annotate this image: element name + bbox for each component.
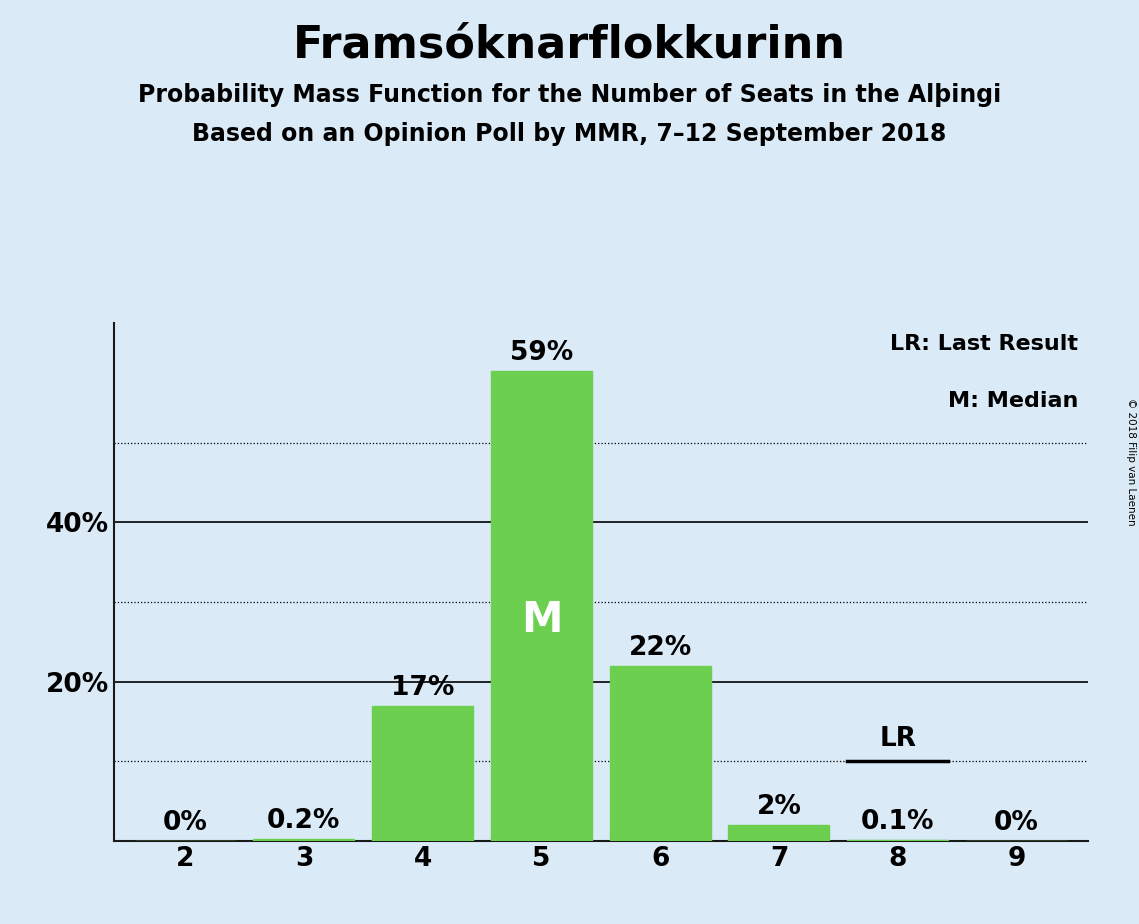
Text: 17%: 17% xyxy=(391,675,454,700)
Text: Probability Mass Function for the Number of Seats in the Alþingi: Probability Mass Function for the Number… xyxy=(138,83,1001,107)
Bar xyxy=(491,371,592,841)
Text: M: M xyxy=(521,599,563,641)
Text: 0.1%: 0.1% xyxy=(861,809,934,835)
Text: LR: LR xyxy=(879,725,916,752)
Text: Framsóknarflokkurinn: Framsóknarflokkurinn xyxy=(293,23,846,67)
Text: 0%: 0% xyxy=(163,810,207,836)
Text: 59%: 59% xyxy=(510,340,573,367)
Text: 0%: 0% xyxy=(994,810,1039,836)
Bar xyxy=(254,839,354,841)
Bar xyxy=(372,706,473,841)
Text: 22%: 22% xyxy=(629,635,691,661)
Text: 0.2%: 0.2% xyxy=(268,808,341,834)
Bar xyxy=(609,665,711,841)
Text: 2%: 2% xyxy=(756,794,802,821)
Text: © 2018 Filip van Laenen: © 2018 Filip van Laenen xyxy=(1126,398,1136,526)
Bar xyxy=(729,825,829,841)
Text: LR: Last Result: LR: Last Result xyxy=(890,334,1077,354)
Text: Based on an Opinion Poll by MMR, 7–12 September 2018: Based on an Opinion Poll by MMR, 7–12 Se… xyxy=(192,122,947,146)
Text: M: Median: M: Median xyxy=(948,391,1077,410)
